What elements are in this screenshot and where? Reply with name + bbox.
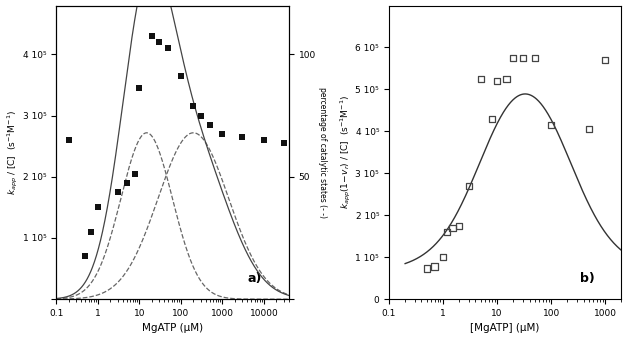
Point — [600, 57, 610, 63]
Point — [438, 255, 448, 260]
Y-axis label: $k_{app}$ / [C]  (s$^{-1}$M$^{-1}$): $k_{app}$ / [C] (s$^{-1}$M$^{-1}$) — [6, 110, 20, 195]
Point — [176, 73, 186, 79]
Point — [196, 113, 206, 118]
X-axis label: MgATP (μM): MgATP (μM) — [142, 323, 203, 334]
Point — [508, 55, 519, 61]
Point — [188, 104, 198, 109]
Point — [502, 76, 512, 82]
Point — [464, 183, 474, 188]
Point — [154, 40, 164, 45]
Point — [487, 116, 497, 121]
Point — [278, 140, 288, 146]
Point — [429, 264, 440, 269]
Point — [113, 190, 123, 195]
Point — [448, 225, 458, 231]
Point — [130, 171, 140, 177]
Point — [476, 76, 486, 82]
Point — [218, 131, 228, 137]
Point — [546, 122, 556, 128]
Text: b): b) — [579, 272, 594, 284]
Point — [147, 34, 157, 39]
Text: a): a) — [247, 272, 261, 284]
Point — [93, 205, 103, 210]
Point — [259, 137, 269, 143]
Point — [584, 126, 594, 132]
Point — [454, 223, 464, 228]
Point — [122, 180, 132, 186]
Point — [205, 122, 215, 127]
Point — [64, 137, 74, 143]
Point — [164, 46, 174, 51]
Point — [237, 134, 247, 140]
Y-axis label: $k_{app}(1\!-\!v_r)$ / [C]  (s$^{-1}$M$^{-1}$): $k_{app}(1\!-\!v_r)$ / [C] (s$^{-1}$M$^{… — [338, 95, 352, 210]
Point — [421, 266, 431, 271]
Point — [80, 254, 90, 259]
Point — [518, 55, 528, 61]
Point — [87, 229, 97, 235]
Point — [134, 85, 144, 91]
Point — [530, 55, 540, 61]
Point — [442, 230, 452, 235]
X-axis label: [MgATP] (μM): [MgATP] (μM) — [470, 323, 540, 334]
Y-axis label: percentage of catalytic states (- -): percentage of catalytic states (- -) — [318, 87, 327, 218]
Point — [492, 78, 502, 84]
